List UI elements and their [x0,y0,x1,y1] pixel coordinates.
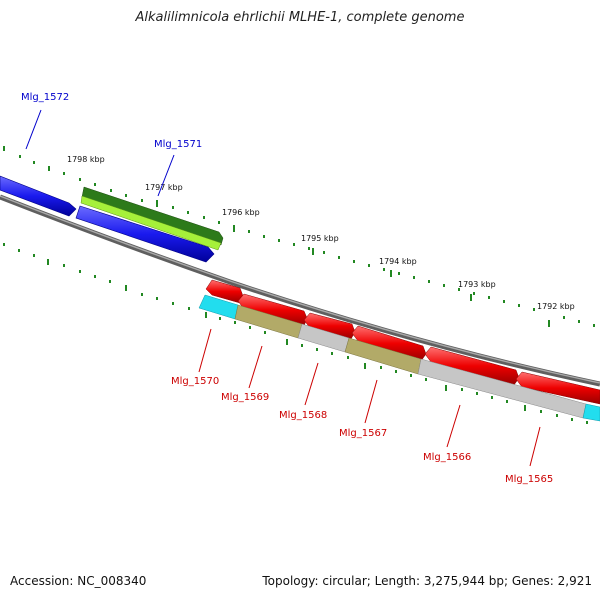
gene-label-mlg-1572[interactable]: Mlg_1572 [21,92,69,103]
ruler-label: 1797 kbp [145,183,183,192]
feature-light-green[interactable] [80,195,222,251]
ruler-label: 1793 kbp [458,280,496,289]
label-leaders [25,109,541,467]
reverse-gene-labels: Mlg_1570 Mlg_1569 Mlg_1568 Mlg_1567 Mlg_… [171,376,553,485]
gene-label-mlg-1570[interactable]: Mlg_1570 [171,376,219,387]
gene-label-mlg-1567[interactable]: Mlg_1567 [339,428,387,439]
map-title: Alkalilimnicola ehrlichii MLHE-1, comple… [135,10,465,25]
reverse-cds-group [205,279,600,405]
feature-green-group [80,186,224,251]
forward-cds-group [0,175,215,263]
genome-stats-text: Topology: circular; Length: 3,275,944 bp… [262,574,592,588]
accession-text: Accession: NC_008340 [10,574,147,588]
gene-label-mlg-1568[interactable]: Mlg_1568 [279,410,327,421]
ruler-label: 1798 kbp [67,155,105,164]
gene-mlg-1571-cds[interactable] [75,205,215,263]
gene-mlg-1565-cds[interactable] [515,371,600,405]
ruler-label: 1794 kbp [379,257,417,266]
ruler-label: 1795 kbp [301,234,339,243]
genome-backbone [0,194,600,387]
tick-row-inner [3,243,588,424]
gene-mlg-1572-cds[interactable] [0,175,77,217]
reverse-feature-lower-group [198,294,600,422]
ruler-label: 1792 kbp [537,302,575,311]
ruler-label: 1796 kbp [222,208,260,217]
gene-label-mlg-1569[interactable]: Mlg_1569 [221,392,269,403]
tick-row-outer [3,146,595,327]
ruler-labels: 1798 kbp 1797 kbp 1796 kbp 1795 kbp 1794… [67,155,575,311]
gene-label-mlg-1565[interactable]: Mlg_1565 [505,474,553,485]
feature-cyan-right[interactable] [582,403,600,422]
feature-dark-green[interactable] [81,186,224,246]
gene-label-mlg-1566[interactable]: Mlg_1566 [423,452,471,463]
forward-gene-labels: Mlg_1572 Mlg_1571 [21,92,202,150]
gene-label-mlg-1571[interactable]: Mlg_1571 [154,139,202,150]
